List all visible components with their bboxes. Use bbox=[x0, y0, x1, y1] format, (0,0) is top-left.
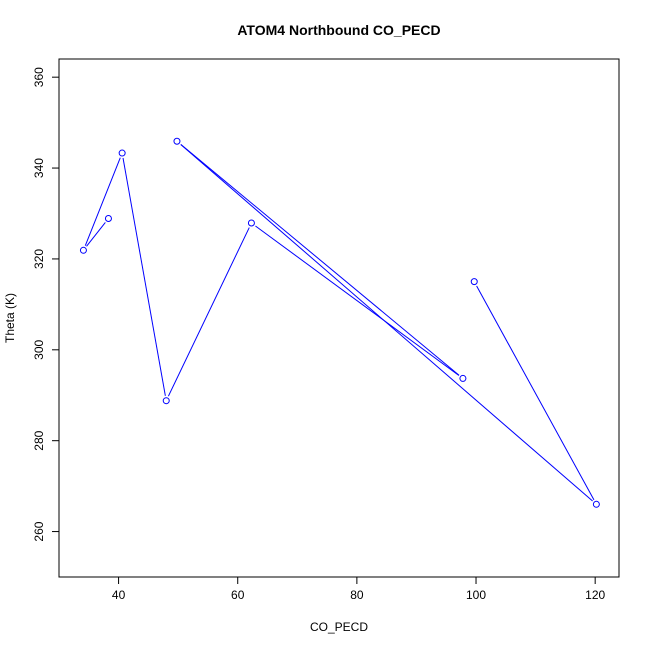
chart-title: ATOM4 Northbound CO_PECD bbox=[237, 22, 440, 38]
series-0-segment-2 bbox=[122, 157, 166, 396]
x-tick-label-3: 100 bbox=[466, 588, 486, 602]
series-0-point-3 bbox=[162, 397, 170, 405]
series-0-segment-0 bbox=[86, 222, 106, 247]
x-tick-label-4: 120 bbox=[585, 588, 605, 602]
plot-frame bbox=[58, 58, 620, 578]
series-0-point-0 bbox=[104, 214, 112, 222]
x-tick-label-0: 40 bbox=[112, 588, 126, 602]
series-0-segment-5 bbox=[180, 144, 460, 376]
series-0-segment-4 bbox=[255, 225, 460, 376]
y-tick-label-5: 360 bbox=[32, 67, 46, 87]
y-tick-label-0: 260 bbox=[32, 521, 46, 541]
series-0-segment-3 bbox=[167, 227, 250, 397]
x-axis: 40 60 80 100 120 bbox=[112, 577, 606, 602]
series-0-point-1 bbox=[79, 246, 87, 254]
series-0-point-4 bbox=[247, 219, 255, 227]
x-tick-label-2: 80 bbox=[350, 588, 364, 602]
y-tick-label-4: 340 bbox=[32, 158, 46, 178]
y-tick-label-3: 320 bbox=[32, 249, 46, 269]
series-0-segment-1 bbox=[84, 157, 121, 246]
x-axis-label: CO_PECD bbox=[310, 620, 368, 634]
series-0-segment-7 bbox=[476, 285, 595, 501]
series-0-point-6 bbox=[173, 137, 181, 145]
series-0-segment-6 bbox=[180, 144, 593, 502]
y-tick-label-2: 300 bbox=[32, 339, 46, 359]
series-0-point-8 bbox=[470, 278, 478, 286]
series-0-point-5 bbox=[459, 374, 467, 382]
y-axis: 260 280 300 320 340 360 bbox=[32, 67, 59, 542]
y-axis-label: Theta (K) bbox=[3, 293, 17, 343]
series-layer bbox=[79, 137, 600, 508]
series-0-point-2 bbox=[118, 149, 126, 157]
series-0-point-7 bbox=[592, 500, 600, 508]
x-tick-label-1: 60 bbox=[231, 588, 245, 602]
y-tick-label-1: 280 bbox=[32, 430, 46, 450]
